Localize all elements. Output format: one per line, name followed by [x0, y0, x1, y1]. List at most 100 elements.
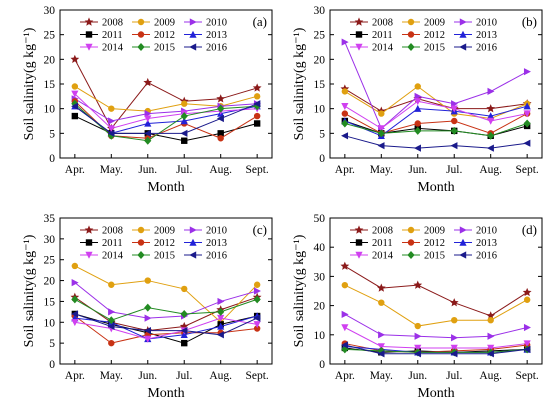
legend-marker-2012 [407, 239, 415, 246]
data-point-2010-5 [217, 297, 225, 306]
legend-marker-2016 [189, 251, 197, 259]
x-tick-label: Sept. [245, 370, 268, 382]
series-line-2008 [74, 59, 258, 130]
data-point-2014-3 [144, 335, 152, 343]
y-tick-label: 15 [44, 79, 56, 91]
data-point-2009-1 [341, 88, 349, 95]
data-point-2009-1 [341, 281, 349, 289]
series-line-2009 [344, 284, 528, 327]
data-point-2016-4 [180, 327, 188, 335]
legend-label-2010: 2010 [476, 18, 497, 29]
panel-label: (c) [253, 222, 267, 237]
data-point-2009-5 [487, 317, 494, 324]
y-tick-label: 20 [44, 276, 56, 288]
data-point-2014-4 [450, 105, 458, 113]
data-point-2016-5 [486, 350, 494, 358]
x-tick-label: May. [370, 370, 393, 382]
series-2012 [71, 98, 261, 142]
data-point-2015-1 [341, 119, 349, 128]
data-point-2016-1 [341, 132, 349, 140]
data-point-2011-1 [71, 112, 79, 120]
y-tick-label: 30 [314, 5, 326, 17]
data-point-2012-5 [217, 135, 224, 142]
series-2010 [71, 279, 261, 322]
data-point-2010-6 [523, 323, 531, 332]
y-tick-label: 0 [49, 153, 55, 165]
data-point-2008-6 [522, 287, 532, 297]
legend-marker-2016 [459, 43, 467, 51]
y-tick-label: 40 [314, 242, 326, 254]
data-point-2008-1 [340, 261, 350, 270]
data-point-2016-2 [107, 129, 115, 137]
data-point-2016-4 [180, 129, 188, 137]
series-line-2016 [74, 313, 258, 336]
series-2008 [70, 54, 262, 133]
data-point-2009-4 [181, 100, 188, 107]
data-point-2012-1 [341, 110, 349, 117]
data-point-2009-2 [108, 281, 115, 288]
data-point-2010-6 [253, 287, 261, 295]
x-tick-label: Jun. [138, 370, 157, 382]
data-point-2013-3 [144, 119, 152, 127]
y-tick-label: 10 [314, 330, 326, 342]
panel-label: (d) [522, 222, 537, 237]
legend-label-2011: 2011 [102, 238, 123, 249]
data-point-2009-4 [181, 285, 188, 293]
panel-label: (a) [253, 14, 267, 29]
series-line-2014 [344, 100, 528, 130]
x-tick-label: Apr. [335, 370, 355, 382]
data-point-2016-2 [107, 322, 115, 331]
data-point-2015-3 [144, 136, 152, 145]
series-line-2010 [344, 41, 528, 130]
data-point-2010-3 [144, 314, 152, 322]
data-point-2010-6 [523, 68, 531, 76]
y-axis-title: Soil salinity(g kg⁻¹) [22, 234, 37, 347]
legend-marker-2011 [85, 239, 93, 246]
data-point-2016-6 [253, 100, 261, 108]
data-point-2012-6 [253, 325, 261, 332]
data-point-2013-6 [523, 102, 531, 110]
data-point-2015-2 [377, 129, 385, 138]
data-point-2014-6 [523, 110, 531, 118]
x-tick-label: Jun. [138, 164, 157, 176]
series-2010 [341, 310, 531, 342]
series-line-2015 [344, 122, 528, 137]
series-line-2015 [74, 103, 258, 142]
series-2015 [341, 119, 531, 140]
data-point-2015-2 [107, 131, 115, 140]
data-point-2008-6 [252, 83, 262, 92]
series-2015 [71, 295, 261, 325]
y-tick-label: 0 [319, 153, 325, 165]
data-point-2008-3 [143, 77, 153, 87]
legend-marker-2011 [355, 31, 363, 38]
data-point-2009-6 [523, 296, 531, 303]
legend-marker-2010 [189, 226, 197, 234]
chart-panel-4: 0 10 20 30 40 50 Apr. May. Jun. Jul. Aug. Sept. Mont… [292, 213, 543, 401]
series-line-2015 [74, 298, 258, 321]
x-tick-label: Sept. [515, 370, 538, 382]
x-tick-label: May. [100, 164, 123, 176]
data-point-2009-3 [414, 322, 421, 330]
data-point-2008-5 [486, 104, 496, 113]
data-point-2014-2 [377, 125, 385, 133]
legend: 2008 2009 2010 2011 2012 2013 2014 2015 2016 [80, 225, 227, 262]
legend-label-2010: 2010 [206, 18, 227, 29]
data-point-2015-5 [217, 307, 225, 316]
series-line-2014 [344, 327, 528, 349]
data-point-2013-5 [217, 322, 225, 330]
y-tick-label: 5 [49, 128, 55, 140]
data-point-2014-5 [217, 314, 225, 322]
y-tick-label: 35 [44, 213, 56, 225]
legend-marker-2008 [354, 17, 364, 26]
series-line-2010 [74, 98, 258, 122]
series-line-2015 [344, 348, 528, 353]
legend-marker-2014 [355, 251, 363, 259]
legend-marker-2010 [189, 18, 197, 26]
data-point-2016-2 [377, 142, 385, 150]
legend-label-2016: 2016 [476, 43, 497, 54]
data-point-2013-5 [487, 112, 495, 120]
y-tick-label: 15 [44, 296, 56, 308]
x-tick-label: May. [100, 370, 123, 382]
x-tick-label: Aug. [209, 370, 232, 382]
legend-label-2015: 2015 [424, 43, 445, 54]
